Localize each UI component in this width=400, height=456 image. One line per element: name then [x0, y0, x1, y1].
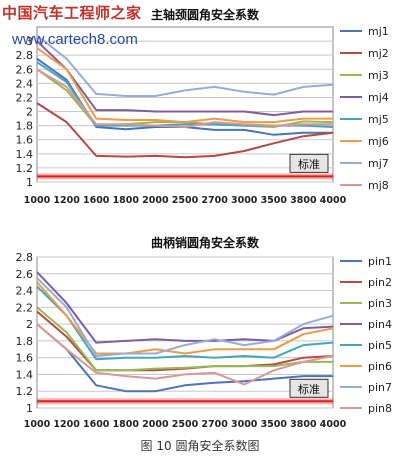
x-tick-label: 1000 — [24, 195, 51, 206]
series-line-mj6 — [36, 47, 333, 124]
y-tick-label: 1.2 — [16, 385, 34, 398]
legend-label-pin3: pin3 — [368, 297, 392, 310]
y-tick-label: 1 — [26, 176, 33, 189]
y-tick-label: 1.4 — [16, 148, 34, 161]
x-tick-label: 4000 — [320, 419, 347, 428]
x-tick-label: 2000 — [142, 419, 169, 428]
reference-label-box — [289, 153, 329, 173]
y-tick-label: 2.2 — [16, 301, 34, 314]
legend-label-pin4: pin4 — [368, 318, 392, 331]
x-tick-label: 3500 — [261, 195, 288, 206]
main-journal-fillet-chart: 主轴颈圆角安全系数 11.21.41.61.82 2.22.42.62.83 1000… — [16, 7, 389, 206]
y-tick-label: 3 — [26, 35, 33, 48]
legend-label-pin6: pin6 — [368, 360, 392, 373]
legend-label-mj1: mj1 — [368, 25, 389, 38]
legend-label-mj2: mj2 — [368, 47, 389, 60]
chart-title: 曲柄销圆角安全系数 — [151, 235, 260, 250]
legend-label-mj5: mj5 — [368, 113, 389, 126]
x-tick-label: 3000 — [231, 419, 258, 428]
y-tick-label: 2.8 — [16, 49, 34, 62]
series-line-mj8 — [36, 68, 333, 128]
y-tick-label: 2.4 — [16, 77, 34, 90]
series-line-pin3 — [36, 306, 333, 372]
legend-label-pin1: pin1 — [368, 255, 392, 268]
x-tick-label: 1000 — [24, 419, 51, 428]
legend-label-pin2: pin2 — [368, 276, 392, 289]
y-tick-label: 2.6 — [16, 268, 34, 281]
legend-label-mj4: mj4 — [368, 91, 389, 104]
series-line-pin1 — [36, 323, 333, 393]
x-tick-label: 1600 — [83, 419, 110, 428]
x-tick-label: 1800 — [113, 195, 140, 206]
y-tick-label: 1.6 — [16, 134, 34, 147]
y-tick-label: 2.4 — [16, 285, 34, 298]
series-line-mj4 — [36, 40, 333, 117]
watermark-title: 中国汽车工程师之家 — [2, 4, 142, 22]
y-tick-label: 1 — [26, 402, 33, 415]
legend-label-pin5: pin5 — [368, 339, 392, 352]
y-tick-label: 1.6 — [16, 352, 34, 365]
watermark-url: www.cartech8.com — [12, 31, 138, 48]
legend-label-mj8: mj8 — [368, 179, 389, 192]
x-tick-label: 3500 — [261, 419, 288, 428]
series-line-pin7 — [36, 277, 334, 357]
x-tick-label: 3000 — [231, 195, 258, 206]
y-tick-label: 2.8 — [16, 251, 34, 264]
plot-area — [36, 26, 334, 183]
x-tick-label: 2500 — [172, 195, 199, 206]
figure-caption: 图 10 圆角安全系数图 — [140, 439, 260, 453]
y-tick-label: 2 — [26, 106, 33, 119]
x-tick-label: 1600 — [83, 195, 110, 206]
y-tick-label: 2.2 — [16, 91, 34, 104]
x-tick-label: 3800 — [290, 419, 317, 428]
legend-label-pin8: pin8 — [368, 402, 392, 415]
legend-label-pin7: pin7 — [368, 381, 392, 394]
x-tick-label: 1200 — [53, 195, 80, 206]
y-tick-label: 1.2 — [16, 162, 34, 175]
legend-label-mj7: mj7 — [368, 157, 389, 170]
y-tick-label: 1.4 — [16, 368, 34, 381]
y-tick-label: 2 — [26, 318, 33, 331]
y-tick-label: 2.6 — [16, 63, 34, 76]
series-line-pin8 — [36, 323, 334, 386]
y-tick-label: 1.8 — [16, 120, 34, 133]
reference-label: 标准 — [298, 157, 320, 171]
series-line-mj7 — [36, 34, 334, 97]
reference-label-box — [289, 378, 329, 398]
y-tick-label: 1.8 — [16, 335, 34, 348]
x-tick-label: 1200 — [53, 419, 80, 428]
series-line-mj2 — [36, 102, 334, 159]
reference-label: 标准 — [298, 382, 320, 396]
chart-title: 主轴颈圆角安全系数 — [151, 7, 260, 22]
x-tick-label: 2700 — [201, 419, 228, 428]
series-line-pin4 — [36, 271, 334, 344]
x-tick-label: 1800 — [113, 419, 140, 428]
series-line-pin5 — [36, 285, 334, 361]
legend-label-mj3: mj3 — [368, 69, 389, 82]
x-tick-label: 3800 — [290, 195, 317, 206]
x-tick-label: 2500 — [172, 419, 199, 428]
x-tick-label: 4000 — [320, 195, 347, 206]
legend-label-mj6: mj6 — [368, 135, 389, 148]
x-tick-label: 2000 — [142, 195, 169, 206]
x-tick-label: 2700 — [201, 195, 228, 206]
